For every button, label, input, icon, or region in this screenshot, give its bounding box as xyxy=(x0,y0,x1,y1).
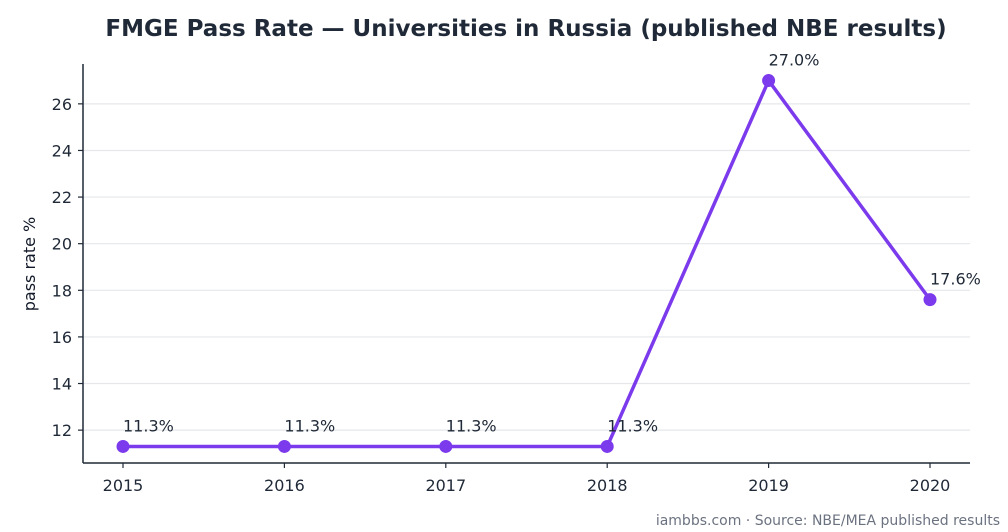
x-tick-label: 2019 xyxy=(748,476,789,495)
data-label: 17.6% xyxy=(930,270,981,289)
gridlines xyxy=(83,103,970,431)
data-label: 11.3% xyxy=(123,416,174,435)
y-tick-label: 18 xyxy=(52,281,72,300)
data-label: 11.3% xyxy=(607,416,658,435)
data-point xyxy=(600,439,614,453)
y-tick-label: 20 xyxy=(52,235,72,254)
y-tick-label: 24 xyxy=(52,141,72,160)
data-point xyxy=(277,439,291,453)
y-axis-label: pass rate % xyxy=(20,217,39,312)
y-tick-label: 22 xyxy=(52,188,72,207)
y-tick-label: 26 xyxy=(52,95,72,114)
data-point xyxy=(116,439,130,453)
data-point xyxy=(439,439,453,453)
data-point xyxy=(762,74,776,88)
y-tick-label: 12 xyxy=(52,421,72,440)
data-point xyxy=(923,293,937,307)
axes xyxy=(78,64,970,468)
data-label: 11.3% xyxy=(284,416,335,435)
data-label: 27.0% xyxy=(769,51,820,70)
chart-title: FMGE Pass Rate — Universities in Russia … xyxy=(105,16,947,42)
y-tick-label: 16 xyxy=(52,328,72,347)
x-tick-label: 2018 xyxy=(587,476,628,495)
series-line xyxy=(121,78,932,449)
x-tick-label: 2016 xyxy=(264,476,305,495)
data-points xyxy=(116,74,937,453)
x-tick-label: 2015 xyxy=(103,476,144,495)
data-label: 11.3% xyxy=(446,416,497,435)
y-tick-label: 14 xyxy=(52,375,72,394)
tick-labels: 12 14 16 18 20 22 24 26 2015 2016 2017 2018 2019 2020 xyxy=(52,95,951,495)
x-tick-label: 2020 xyxy=(910,476,951,495)
source-note: iambbs.com · Source: NBE/MEA published r… xyxy=(655,513,1000,529)
x-tick-label: 2017 xyxy=(425,476,466,495)
data-labels: 11.3% 11.3% 11.3% 11.3% 27.0% 17.6% xyxy=(123,51,981,436)
series-lines xyxy=(121,78,932,449)
